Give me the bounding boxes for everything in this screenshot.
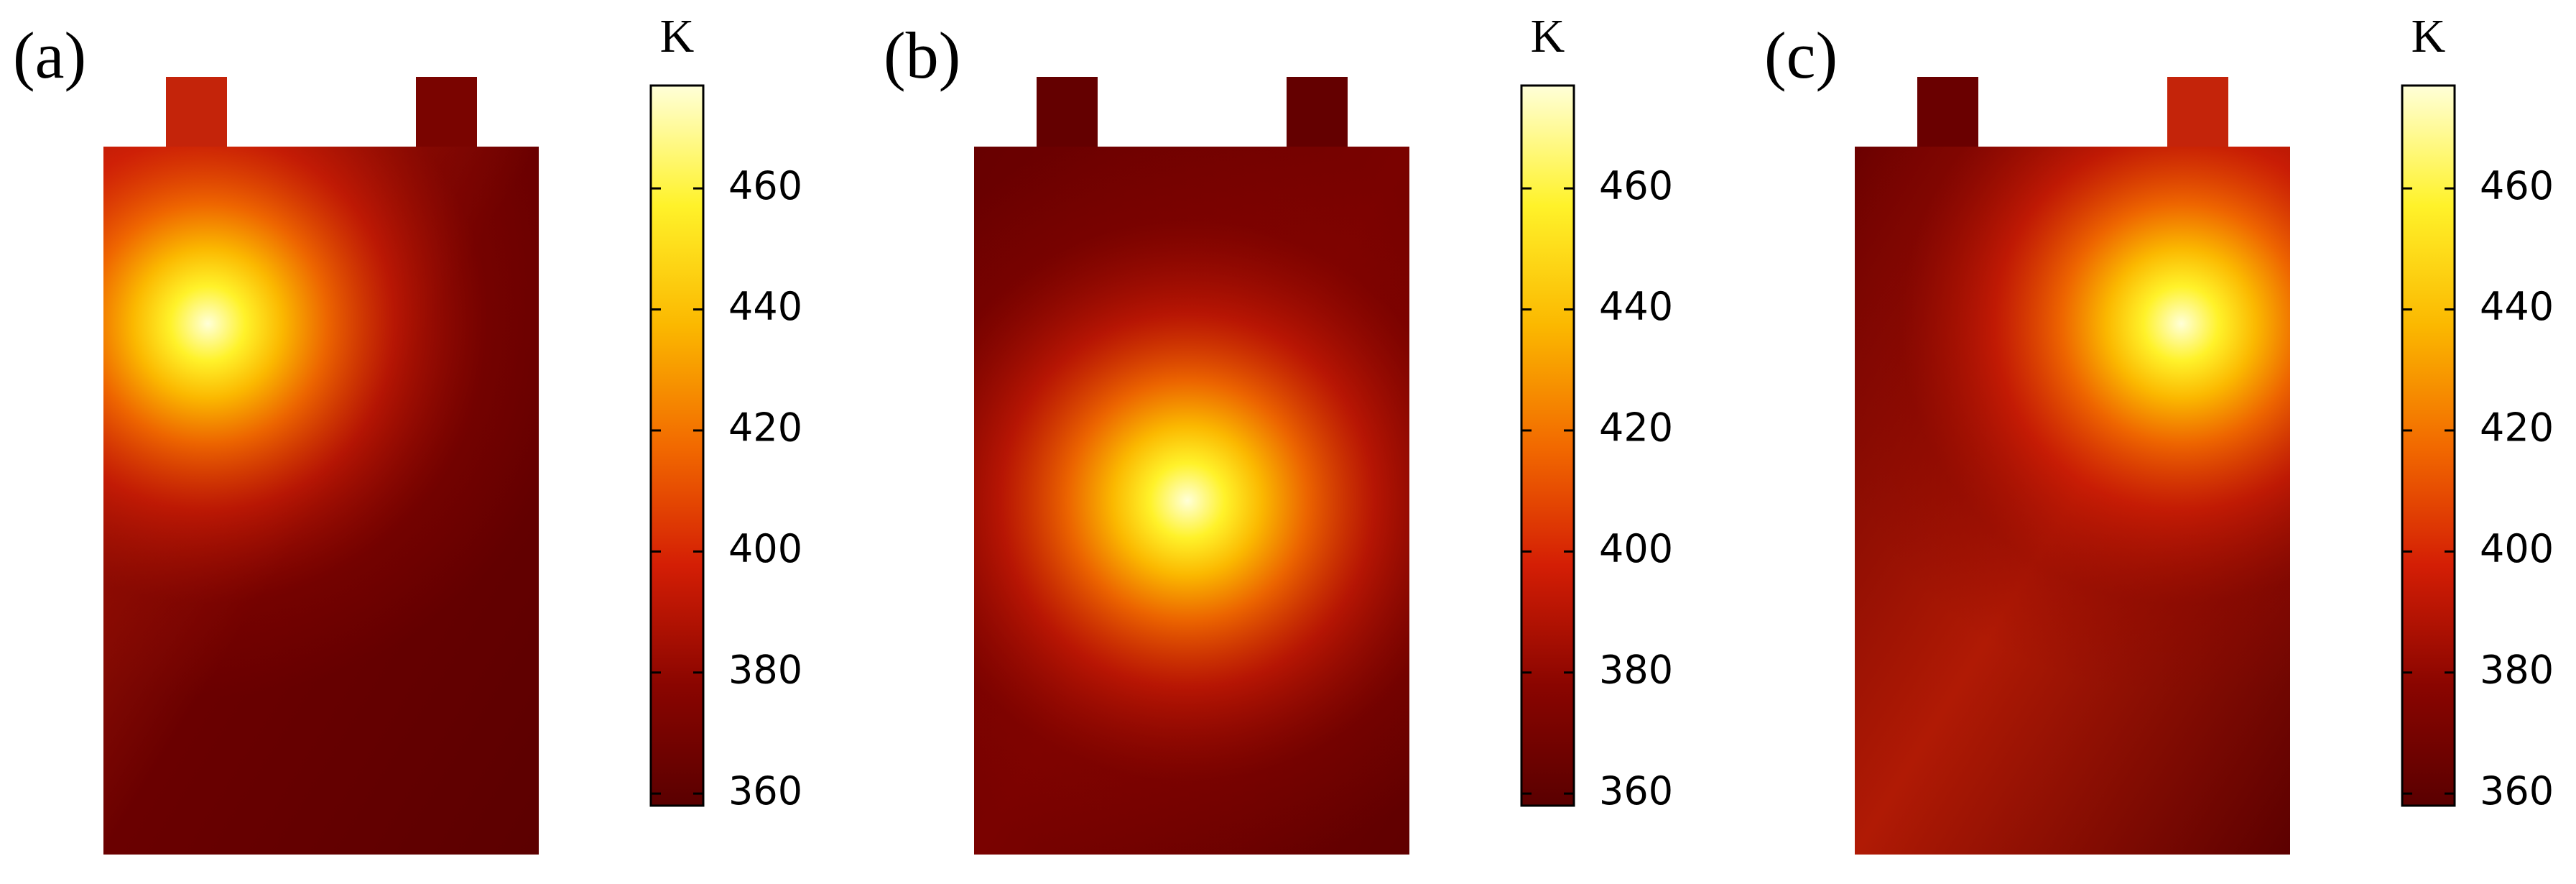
panel-label: (b): [884, 19, 960, 92]
tick-label: 360: [728, 768, 802, 814]
tick-label: 400: [728, 526, 802, 571]
heat-spot: [974, 147, 1409, 855]
colorbar-label: K: [2411, 10, 2446, 63]
tick-label: 400: [2480, 526, 2554, 571]
tab: [2167, 77, 2228, 147]
tick-label: 440: [1599, 284, 1673, 329]
tick-label: 420: [1599, 405, 1673, 451]
panel-label: (c): [1764, 19, 1838, 92]
colorbar-label: K: [1531, 10, 1565, 63]
tick-label: 360: [2480, 768, 2554, 814]
tab: [416, 77, 477, 147]
tick-label: 380: [728, 647, 802, 692]
tick-label: 400: [1599, 526, 1673, 571]
tick-label: 420: [2480, 405, 2554, 451]
tick-label: 440: [728, 284, 802, 329]
tick-label: 460: [1599, 163, 1673, 208]
colorbar: [1520, 84, 1575, 807]
tick-label: 360: [1599, 768, 1673, 814]
tick-label: 460: [728, 163, 802, 208]
tick-label: 460: [2480, 163, 2554, 208]
tick-label: 380: [2480, 647, 2554, 692]
tick-label: 440: [2480, 284, 2554, 329]
tab: [1917, 77, 1978, 147]
panel-label: (a): [13, 19, 86, 92]
colorbar: [649, 84, 705, 807]
tab: [1037, 77, 1098, 147]
heat-spot: [103, 147, 539, 855]
tab: [1287, 77, 1348, 147]
colorbar-label: K: [660, 10, 695, 63]
tab: [166, 77, 227, 147]
tick-label: 380: [1599, 647, 1673, 692]
heat-spot: [1855, 147, 2290, 855]
tick-label: 420: [728, 405, 802, 451]
colorbar: [2401, 84, 2456, 807]
